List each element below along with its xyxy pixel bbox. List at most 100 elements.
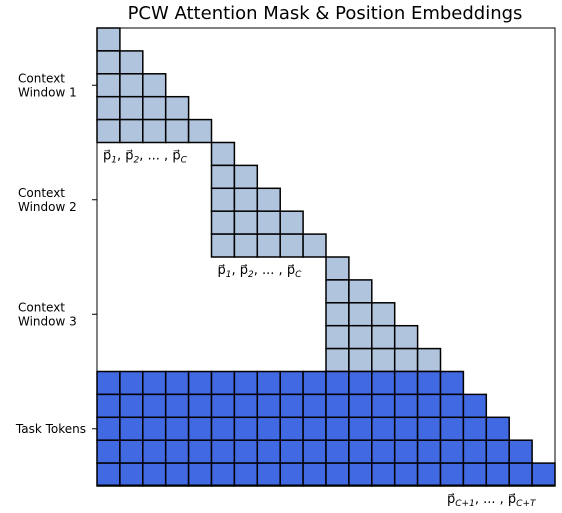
position-sub: C+T (516, 499, 537, 509)
position-text: p⃗ (508, 492, 516, 507)
context-cell (96, 73, 121, 98)
context-cell (233, 233, 259, 258)
task-cell (210, 416, 236, 441)
task-cell (393, 393, 419, 419)
task-cell (416, 416, 442, 441)
position-text: p⃗ (103, 149, 111, 164)
context-cell (325, 256, 350, 281)
task-cell (119, 393, 144, 419)
task-cell (142, 439, 167, 464)
position-sub: 2 (248, 270, 254, 280)
context-cell (325, 302, 350, 327)
task-cell (142, 462, 167, 487)
context-cell (210, 141, 236, 167)
context-cell (279, 210, 304, 235)
task-cell (371, 462, 396, 487)
context-cell (256, 187, 281, 212)
task-cell (256, 462, 281, 487)
context-cell (210, 187, 236, 212)
task-cell (187, 393, 213, 419)
task-cell (279, 393, 304, 419)
task-cell (439, 416, 465, 441)
context-cell (348, 347, 373, 373)
task-cell (96, 416, 121, 441)
task-cell (302, 393, 327, 419)
task-cell (256, 416, 281, 441)
task-cell (187, 439, 213, 464)
task-cell (393, 439, 419, 464)
context-cell (96, 118, 121, 144)
task-cell (508, 462, 533, 487)
context-cell (119, 73, 144, 98)
task-cell (348, 416, 373, 441)
context-cell (325, 279, 350, 304)
context-cell (119, 118, 144, 144)
row-label: Task Tokens (15, 422, 86, 436)
context-cell (279, 233, 304, 258)
context-cell (187, 118, 213, 144)
task-cell (393, 416, 419, 441)
task-cell (96, 439, 121, 464)
task-cell (187, 462, 213, 487)
task-cell (164, 370, 190, 396)
position-sub: C+1 (455, 499, 475, 509)
task-cell (142, 416, 167, 441)
task-cell (485, 439, 510, 464)
context-cell (164, 95, 190, 121)
context-cell (142, 73, 167, 98)
task-cell (439, 439, 465, 464)
row-label: Window 1 (18, 85, 77, 99)
task-cell (210, 462, 236, 487)
task-cell (142, 370, 167, 396)
position-text: , (232, 263, 240, 278)
position-sub: C (181, 156, 188, 166)
task-cell (256, 370, 281, 396)
task-cell (210, 439, 236, 464)
task-cell (462, 393, 488, 419)
context-cell (302, 233, 327, 258)
task-cell (462, 416, 488, 441)
position-text: , ... , (475, 492, 508, 507)
task-cell (279, 416, 304, 441)
position-label: p⃗C+1​, ... , p⃗C+T​ (447, 492, 537, 509)
task-cell (164, 439, 190, 464)
context-cell (233, 210, 259, 235)
task-cell (371, 370, 396, 396)
position-text: p⃗ (218, 263, 226, 278)
position-text: p⃗ (125, 149, 133, 164)
position-text: p⃗ (172, 149, 180, 164)
context-cell (96, 95, 121, 121)
task-cell (302, 370, 327, 396)
context-cell (119, 50, 144, 75)
task-cell (210, 370, 236, 396)
context-cell (233, 187, 259, 212)
context-cell (256, 233, 281, 258)
task-cell (279, 370, 304, 396)
task-cell (302, 462, 327, 487)
position-text: , ... , (139, 149, 172, 164)
position-sub: 1 (226, 270, 232, 280)
context-cell (348, 324, 373, 350)
task-cell (233, 416, 259, 441)
context-cell (96, 27, 121, 52)
task-cell (462, 439, 488, 464)
task-cell (325, 439, 350, 464)
task-cell (96, 393, 121, 419)
context-cell (119, 95, 144, 121)
position-text: , ... , (254, 263, 287, 278)
context-cell (210, 210, 236, 235)
context-cell (348, 279, 373, 304)
task-cell (371, 416, 396, 441)
task-cell (508, 439, 533, 464)
position-sub: 2 (134, 156, 140, 166)
task-cell (119, 370, 144, 396)
task-cell (348, 439, 373, 464)
task-cell (187, 370, 213, 396)
context-cell (142, 95, 167, 121)
task-cell (119, 462, 144, 487)
task-cell (187, 416, 213, 441)
row-label: Context (18, 71, 65, 85)
task-cell (164, 416, 190, 441)
position-label: p⃗1​, p⃗2​, ... , p⃗C​ (218, 263, 303, 280)
